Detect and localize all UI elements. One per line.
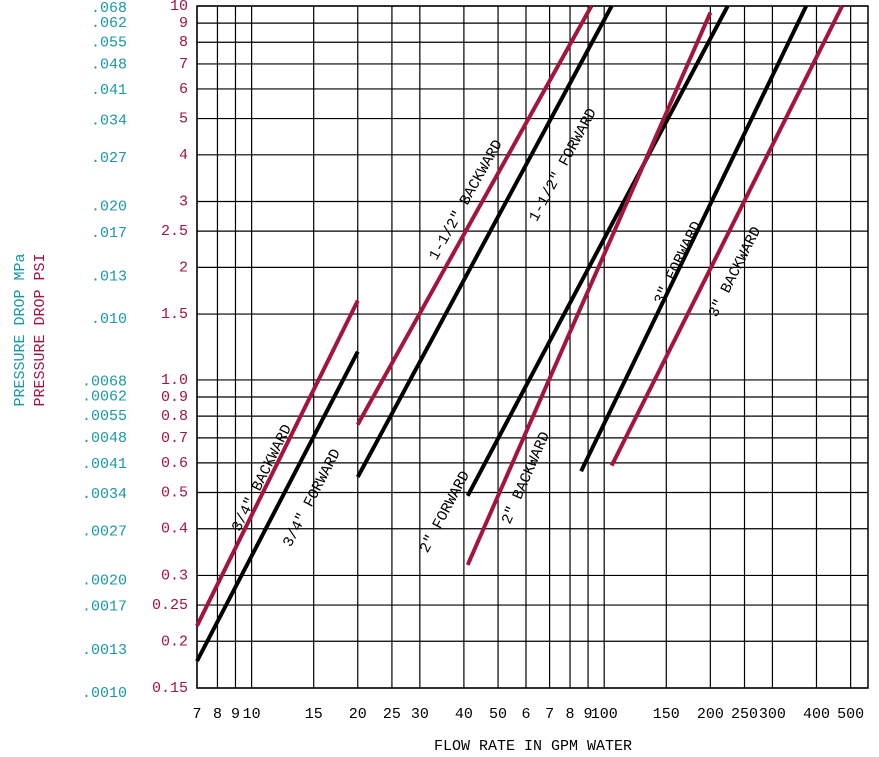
y-tick-label: 10 — [170, 0, 188, 15]
x-tick-label: 250 — [731, 706, 758, 723]
y2-tick-label: .017 — [91, 225, 127, 242]
y2-tick-label: .034 — [91, 113, 127, 130]
x-tick-label: 400 — [803, 706, 830, 723]
y-tick-label: 1.5 — [161, 306, 188, 323]
series-label: 3" BACKWARD — [706, 224, 766, 320]
y2-tick-label: .068 — [91, 0, 127, 17]
x-tick-label: 40 — [455, 706, 473, 723]
y2-tick-label: .048 — [91, 57, 127, 74]
y-tick-label: 0.9 — [161, 389, 188, 406]
y-tick-label: 2.5 — [161, 223, 188, 240]
y2-tick-label: .0055 — [82, 408, 127, 425]
x-tick-label: 6 — [521, 706, 530, 723]
y2-tick-label: .0041 — [82, 456, 127, 473]
x-tick-label: 100 — [591, 706, 618, 723]
x-tick-label: 20 — [349, 706, 367, 723]
series-label: 3/4" FORWARD — [280, 446, 345, 550]
series-line — [579, 5, 808, 473]
y2-tick-label: .0068 — [82, 374, 127, 391]
y-tick-label: 3 — [179, 193, 188, 210]
x-tick-label: 150 — [653, 706, 680, 723]
y-tick-label: 0.2 — [161, 633, 188, 650]
y-tick-label: 2 — [179, 259, 188, 276]
y2-tick-label: .0020 — [82, 572, 127, 589]
x-tick-label: 8 — [566, 706, 575, 723]
y2-tick-label: .0017 — [82, 599, 127, 616]
x-tick-label: 500 — [837, 706, 864, 723]
series-line — [355, 5, 614, 478]
plot-frame — [196, 5, 869, 689]
series-label: 1-1/2" FORWARD — [526, 106, 601, 225]
y2-tick-label: .062 — [91, 15, 127, 32]
x-tick-label: 50 — [489, 706, 507, 723]
y-tick-label: 0.7 — [161, 430, 188, 447]
y2-axis-title: PRESSURE DROP MPa — [12, 253, 29, 406]
x-tick-label: 300 — [759, 706, 786, 723]
y-tick-label: 6 — [179, 81, 188, 98]
y-tick-label: 0.15 — [152, 680, 188, 697]
series-line — [609, 5, 844, 467]
y-tick-label: 0.8 — [161, 408, 188, 425]
y2-tick-label: .010 — [91, 311, 127, 328]
y-tick-label: 4 — [179, 147, 188, 164]
y-tick-label: 9 — [179, 15, 188, 32]
x-tick-label: 9 — [584, 706, 593, 723]
series-label: 2" FORWARD — [417, 468, 474, 555]
y2-tick-label: .0048 — [82, 430, 127, 447]
y-tick-label: 5 — [179, 111, 188, 128]
y2-tick-label: .0034 — [82, 486, 127, 503]
y2-tick-label: .0027 — [82, 524, 127, 541]
y-tick-label: 0.5 — [161, 484, 188, 501]
y-tick-label: 8 — [179, 34, 188, 51]
y2-tick-label: .041 — [91, 82, 127, 99]
x-tick-label: 8 — [213, 706, 222, 723]
y-tick-label: 7 — [179, 56, 188, 73]
series-label: 3/4" BACKWARD — [229, 422, 296, 534]
y2-tick-label: .055 — [91, 35, 127, 52]
x-axis-title: FLOW RATE IN GPM WATER — [434, 738, 632, 755]
x-tick-label: 9 — [231, 706, 240, 723]
y2-tick-label: .020 — [91, 199, 127, 216]
y2-tick-label: .0062 — [82, 389, 127, 406]
y2-tick-label: .013 — [91, 269, 127, 286]
series-line — [195, 299, 360, 627]
series-line — [356, 5, 594, 426]
y-tick-label: 0.3 — [161, 567, 188, 584]
x-tick-label: 15 — [305, 706, 323, 723]
series-line — [465, 5, 730, 497]
y-axis-title: PRESSURE DROP PSI — [32, 253, 49, 406]
series-label: 1-1/2" BACKWARD — [426, 137, 507, 263]
y2-tick-label: .0013 — [82, 642, 127, 659]
x-tick-label: 7 — [545, 706, 554, 723]
x-tick-label: 30 — [411, 706, 429, 723]
y-tick-label: 1.0 — [161, 372, 188, 389]
y2-tick-label: .0010 — [82, 685, 127, 702]
y-tick-label: 0.25 — [152, 597, 188, 614]
series-line — [195, 350, 360, 663]
y-tick-label: 0.6 — [161, 455, 188, 472]
x-tick-label: 25 — [383, 706, 401, 723]
y2-tick-label: .027 — [91, 150, 127, 167]
x-tick-label: 7 — [192, 706, 201, 723]
y-tick-label: 0.4 — [161, 521, 188, 538]
x-tick-label: 200 — [697, 706, 724, 723]
x-tick-label: 10 — [243, 706, 261, 723]
series-line — [465, 11, 713, 566]
